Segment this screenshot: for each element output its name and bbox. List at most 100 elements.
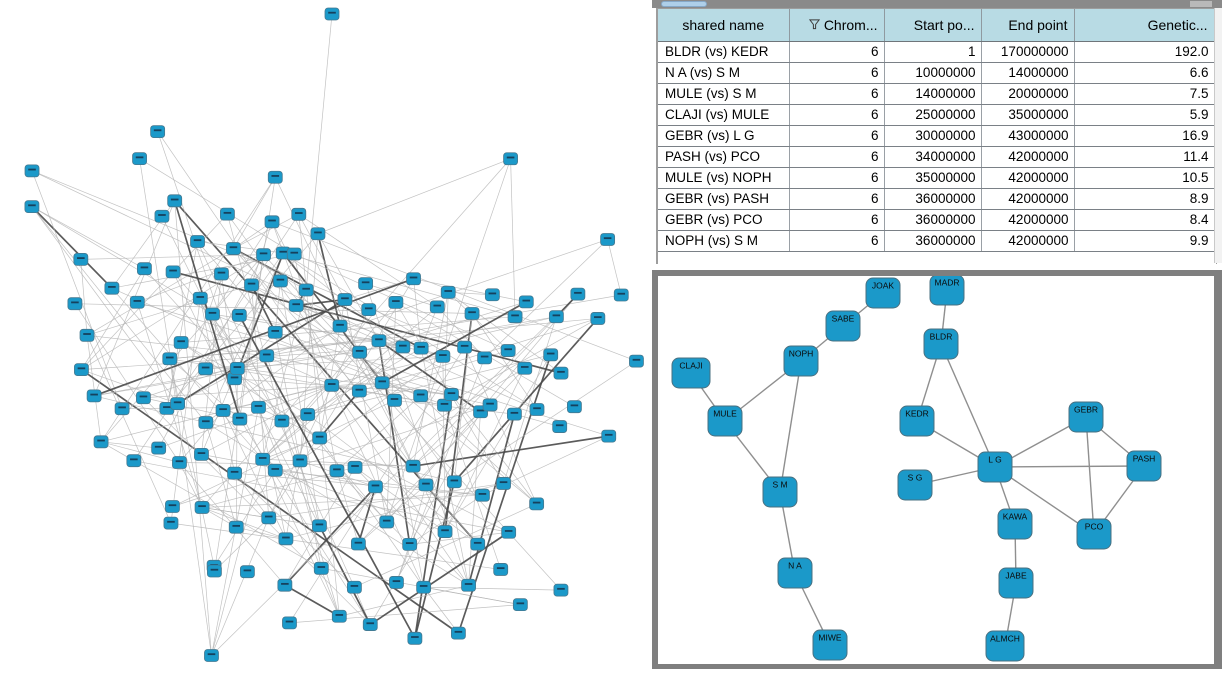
- overview-node[interactable]: [104, 281, 120, 295]
- detail-node-N A[interactable]: N A: [777, 557, 813, 589]
- overview-node[interactable]: [165, 500, 180, 513]
- overview-node[interactable]: [288, 299, 304, 312]
- cell-value[interactable]: 36000000: [884, 188, 982, 210]
- cell-shared-name[interactable]: GEBR (vs) PASH: [658, 188, 790, 210]
- cell-value[interactable]: 6: [789, 41, 885, 63]
- overview-node[interactable]: [251, 400, 266, 414]
- detail-network-panel[interactable]: JOAK MADR SABE NOPH BLDR CLAJI MULE KEDR GEBR L G…: [652, 270, 1222, 669]
- overview-node[interactable]: [512, 598, 528, 612]
- cell-value[interactable]: 8.4: [1074, 209, 1215, 231]
- table-row[interactable]: PASH (vs) PCO 6 34000000 42000000 11.4: [658, 146, 1215, 168]
- overview-node[interactable]: [227, 466, 242, 480]
- overview-node[interactable]: [552, 420, 568, 433]
- overview-node[interactable]: [500, 344, 516, 357]
- table-vertical-scrollbar[interactable]: [1214, 8, 1222, 263]
- detail-node-S G[interactable]: S G: [897, 469, 933, 501]
- cell-value[interactable]: 6: [789, 230, 885, 252]
- overview-node[interactable]: [227, 372, 242, 386]
- overview-node[interactable]: [470, 537, 486, 551]
- overview-node[interactable]: [215, 404, 231, 417]
- cell-value[interactable]: 6: [789, 167, 885, 189]
- overview-node[interactable]: [275, 246, 291, 260]
- overview-node[interactable]: [300, 408, 316, 421]
- overview-node[interactable]: [273, 274, 288, 288]
- overview-node[interactable]: [351, 384, 367, 398]
- cell-value[interactable]: 42000000: [981, 230, 1075, 252]
- overview-node[interactable]: [129, 295, 145, 309]
- cell-value[interactable]: 16.9: [1074, 125, 1215, 147]
- overview-node[interactable]: [570, 287, 586, 301]
- detail-node-CLAJI[interactable]: CLAJI: [671, 357, 711, 389]
- overview-node[interactable]: [207, 564, 222, 578]
- overview-node[interactable]: [440, 285, 456, 299]
- overview-node[interactable]: [475, 488, 490, 502]
- cell-value[interactable]: 6: [789, 125, 885, 147]
- overview-node[interactable]: [220, 207, 235, 221]
- overview-node[interactable]: [332, 319, 348, 333]
- overview-node[interactable]: [388, 295, 404, 309]
- overview-node[interactable]: [126, 454, 142, 468]
- overview-node[interactable]: [194, 501, 210, 514]
- cell-value[interactable]: 6: [789, 83, 885, 105]
- overview-node[interactable]: [413, 389, 429, 403]
- overview-node[interactable]: [529, 497, 545, 511]
- overview-node[interactable]: [493, 563, 509, 576]
- table-row[interactable]: GEBR (vs) PASH 6 36000000 42000000 8.9: [658, 188, 1215, 210]
- cell-value[interactable]: 14000000: [981, 62, 1075, 84]
- table-row[interactable]: BLDR (vs) KEDR 6 1 170000000 192.0: [658, 41, 1215, 63]
- cell-value[interactable]: 25000000: [884, 104, 982, 126]
- overview-node[interactable]: [461, 578, 476, 592]
- cell-value[interactable]: 192.0: [1074, 41, 1215, 63]
- overview-node[interactable]: [150, 125, 166, 138]
- overview-node[interactable]: [347, 460, 363, 474]
- overview-node[interactable]: [274, 414, 290, 428]
- overview-node[interactable]: [482, 398, 498, 412]
- detail-node-GEBR[interactable]: GEBR: [1068, 401, 1104, 433]
- overview-node[interactable]: [358, 277, 374, 291]
- cell-value[interactable]: 6: [789, 188, 885, 210]
- overview-node[interactable]: [590, 312, 606, 325]
- cell-value[interactable]: 6: [789, 146, 885, 168]
- overview-node[interactable]: [446, 475, 462, 489]
- overview-node[interactable]: [205, 307, 220, 321]
- cell-value[interactable]: 42000000: [981, 188, 1075, 210]
- table-row[interactable]: CLAJI (vs) MULE 6 25000000 35000000 5.9: [658, 104, 1215, 126]
- overview-node[interactable]: [244, 278, 259, 292]
- detail-node-JOAK[interactable]: JOAK: [865, 277, 901, 309]
- table-row[interactable]: NOPH (vs) S M 6 36000000 42000000 9.9: [658, 230, 1215, 252]
- overview-node[interactable]: [613, 288, 629, 302]
- overview-node[interactable]: [267, 463, 283, 477]
- overview-node[interactable]: [371, 334, 387, 347]
- overview-node[interactable]: [529, 403, 545, 416]
- cell-value[interactable]: 42000000: [981, 146, 1075, 168]
- overview-node[interactable]: [190, 235, 205, 248]
- cell-value[interactable]: 42000000: [981, 167, 1075, 189]
- column-header-3[interactable]: End point: [981, 9, 1075, 42]
- table-row[interactable]: GEBR (vs) PCO 6 36000000 42000000 8.4: [658, 209, 1215, 231]
- overview-node[interactable]: [67, 297, 83, 311]
- overview-node[interactable]: [324, 378, 340, 392]
- overview-node[interactable]: [503, 152, 518, 166]
- cell-value[interactable]: 6: [789, 104, 885, 126]
- table-row[interactable]: MULE (vs) NOPH 6 35000000 42000000 10.5: [658, 167, 1215, 189]
- column-header-1[interactable]: Chrom...: [789, 9, 885, 42]
- overview-node[interactable]: [507, 310, 523, 324]
- overview-node[interactable]: [501, 525, 517, 539]
- overview-node[interactable]: [444, 388, 459, 401]
- detail-node-PCO[interactable]: PCO: [1076, 518, 1112, 550]
- cell-value[interactable]: 34000000: [884, 146, 982, 168]
- overview-node[interactable]: [259, 349, 275, 363]
- overview-node[interactable]: [264, 215, 280, 229]
- cell-value[interactable]: 8.9: [1074, 188, 1215, 210]
- overview-node[interactable]: [416, 580, 432, 594]
- cell-value[interactable]: 6: [789, 62, 885, 84]
- overview-node[interactable]: [136, 391, 151, 405]
- column-header-0[interactable]: shared name: [658, 9, 790, 42]
- cell-value[interactable]: 170000000: [981, 41, 1075, 63]
- overview-node[interactable]: [406, 272, 421, 286]
- overview-node[interactable]: [553, 583, 569, 597]
- overview-node[interactable]: [548, 310, 564, 324]
- overview-node[interactable]: [413, 341, 429, 355]
- overview-node[interactable]: [114, 402, 130, 416]
- table-row[interactable]: GEBR (vs) L G 6 30000000 43000000 16.9: [658, 125, 1215, 147]
